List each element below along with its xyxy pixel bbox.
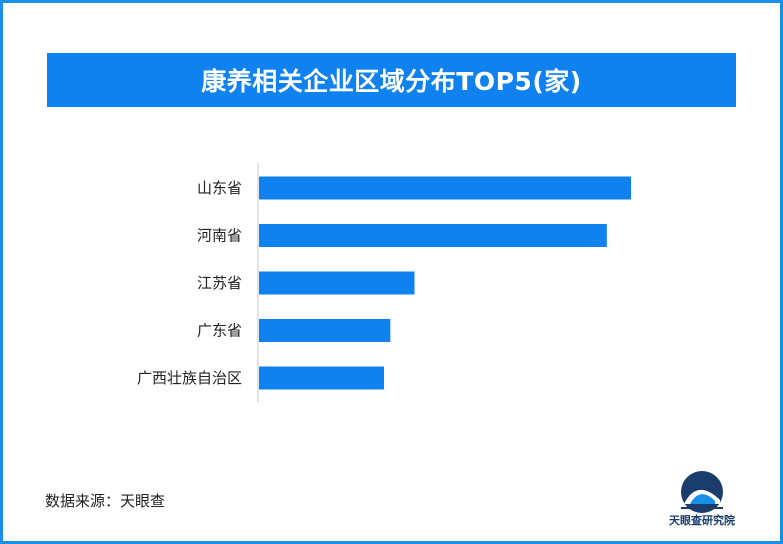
bar-4 [259,366,384,390]
logo-text: 天眼查研究院 [669,514,735,527]
category-label-1: 河南省 [197,227,242,245]
chart-title: 康养相关企业区域分布TOP5(家) [201,67,582,96]
category-label-3: 广东省 [197,322,242,340]
category-label-0: 山东省 [197,179,242,197]
data-source: 数据来源：天眼查 [45,492,166,510]
tianyancha-logo-icon: 天眼查研究院 [657,470,747,530]
category-label-4: 广西壮族自治区 [137,369,242,387]
bar-3 [259,319,391,342]
bar-1 [259,224,607,247]
bar-2 [259,271,415,295]
category-label-2: 江苏省 [197,274,242,292]
title-bar: 康养相关企业区域分布TOP5(家) [47,53,736,107]
bar-0 [259,176,631,200]
